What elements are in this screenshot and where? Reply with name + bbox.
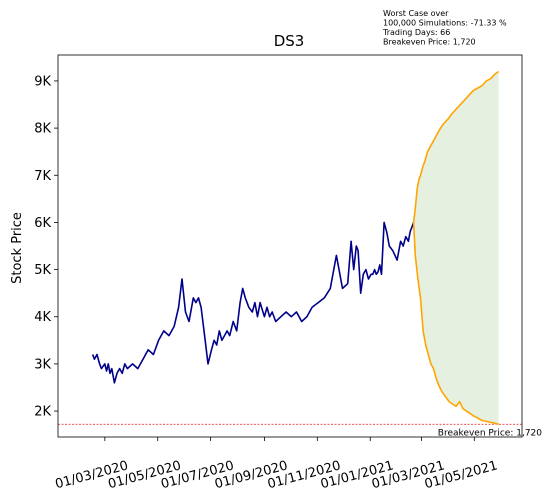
y-tick-label: 7K — [34, 169, 51, 184]
y-axis: 2K 3K 4K 5K 6K 7K 8K 9K — [34, 74, 58, 420]
y-tick-label: 4K — [34, 310, 51, 325]
historical-price-line — [91, 221, 415, 384]
info-line: Worst Case over — [383, 9, 449, 18]
y-axis-label: Stock Price — [10, 212, 25, 284]
y-tick-label: 8K — [34, 122, 51, 137]
y-tick-label: 3K — [34, 357, 51, 372]
chart-title: DS3 — [274, 32, 305, 50]
info-line: 100,000 Simulations: -71.33 % — [383, 19, 507, 28]
info-line: Breakeven Price: 1,720 — [383, 38, 476, 47]
y-tick-label: 2K — [34, 405, 51, 420]
breakeven-label: Breakeven Price: 1,720 — [438, 428, 542, 438]
simulation-lower-line — [412, 222, 499, 426]
y-tick-label: 6K — [34, 216, 51, 231]
y-tick-label: 5K — [34, 263, 51, 278]
info-line: Trading Days: 66 — [382, 28, 450, 37]
simulation-range-fill — [413, 71, 499, 425]
y-tick-label: 9K — [34, 74, 51, 89]
plot-frame — [57, 54, 523, 438]
simulation-upper-line — [412, 70, 500, 223]
plot-area: Breakeven Price: 1,720 — [58, 70, 542, 438]
